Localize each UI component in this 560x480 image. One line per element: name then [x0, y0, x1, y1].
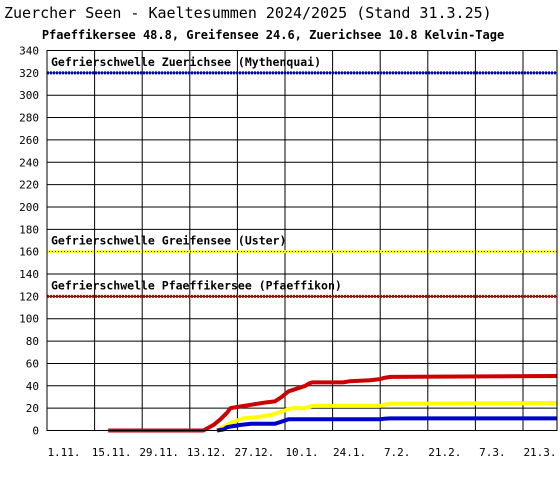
- y-tick-label: 200: [19, 201, 39, 214]
- plot-frame: [46, 50, 558, 431]
- y-tick-label: 100: [19, 313, 39, 326]
- y-tick-label: 40: [26, 380, 39, 393]
- y-tick-label: 320: [19, 67, 39, 80]
- x-tick-label: 13.12.: [187, 446, 227, 459]
- x-tick-label: 27.12.: [235, 446, 275, 459]
- chart-title: Zuercher Seen - Kaeltesummen 2024/2025 (…: [4, 4, 492, 22]
- x-tick-label: 29.11.: [139, 446, 179, 459]
- y-tick-label: 120: [19, 290, 39, 303]
- threshold-label: Gefrierschwelle Pfaeffikersee (Pfaeffiko…: [51, 278, 342, 292]
- y-tick-label: 80: [26, 335, 39, 348]
- chart-subtitle: Pfaeffikersee 48.8, Greifensee 24.6, Zue…: [42, 28, 504, 42]
- y-tick-label: 180: [19, 223, 39, 236]
- x-tick-label: 15.11.: [92, 446, 132, 459]
- y-tick-label: 60: [26, 357, 39, 370]
- y-tick-label: 220: [19, 179, 39, 192]
- x-tick-label: 1.11.: [47, 446, 80, 459]
- x-tick-label: 21.2.: [428, 446, 461, 459]
- y-axis: 0 20 40 60 80 100 120 140 160 180 200 220 240 260 280 3…: [19, 45, 39, 438]
- x-tick-label: 7.2.: [384, 446, 411, 459]
- y-tick-label: 340: [19, 45, 39, 58]
- y-tick-label: 280: [19, 112, 39, 125]
- y-tick-label: 300: [19, 89, 39, 102]
- y-tick-label: 140: [19, 268, 39, 281]
- series-lines: [108, 374, 558, 433]
- threshold-label: Gefrierschwelle Zuerichsee (Mythenquai): [51, 55, 321, 69]
- y-tick-label: 260: [19, 134, 39, 147]
- series-line: [215, 401, 558, 433]
- y-tick-label: 0: [32, 425, 39, 438]
- threshold-lines: [47, 71, 557, 298]
- threshold-label: Gefrierschwelle Greifensee (Uster): [51, 234, 286, 248]
- y-tick-label: 160: [19, 246, 39, 259]
- x-tick-label: 10.1.: [285, 446, 318, 459]
- series-line: [108, 374, 558, 433]
- y-tick-label: 20: [26, 402, 39, 415]
- series-line: [216, 416, 557, 433]
- y-tick-label: 240: [19, 156, 39, 169]
- x-tick-label: 21.3.: [523, 446, 556, 459]
- x-axis: 1.11. 15.11. 29.11. 13.12. 27.12. 10.1. 24.1. 7…: [47, 446, 556, 459]
- threshold-labels: Gefrierschwelle Zuerichsee (Mythenquai) G…: [51, 55, 342, 293]
- x-tick-label: 24.1.: [333, 446, 366, 459]
- x-tick-label: 7.3.: [479, 446, 506, 459]
